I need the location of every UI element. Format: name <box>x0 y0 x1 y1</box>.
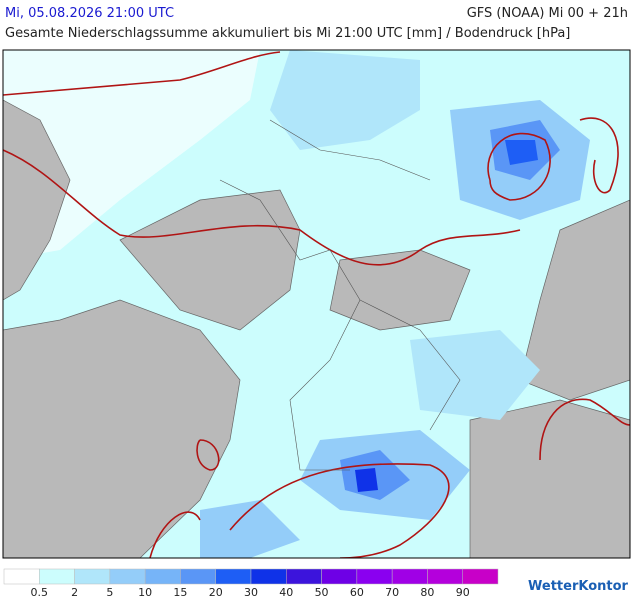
model-run: GFS (NOAA) Mi 00 + 21h <box>466 6 628 21</box>
legend-label: 30 <box>244 586 258 599</box>
legend-label: 70 <box>385 586 399 599</box>
legend-label: 15 <box>173 586 187 599</box>
legend-swatch <box>356 568 393 585</box>
legend-swatch <box>109 568 146 585</box>
map-area <box>3 50 630 558</box>
legend: 0.5 2 5 10 15 20 30 40 50 60 70 80 90 <box>3 568 499 599</box>
legend-swatch <box>391 568 428 585</box>
legend-swatch <box>427 568 463 585</box>
logo: WetterKontor <box>528 579 629 594</box>
legend-swatch <box>74 568 111 585</box>
legend-swatch <box>286 568 322 585</box>
legend-label: 80 <box>420 586 434 599</box>
legend-swatch <box>180 568 216 585</box>
legend-label: 10 <box>138 586 152 599</box>
legend-swatch <box>215 568 252 585</box>
legend-swatch <box>3 568 40 585</box>
legend-swatch <box>321 568 358 585</box>
legend-label: 50 <box>315 586 329 599</box>
legend-label: 2 <box>71 586 78 599</box>
legend-label: 90 <box>456 586 470 599</box>
legend-label: 40 <box>279 586 293 599</box>
legend-swatch <box>39 568 75 585</box>
legend-swatch <box>144 568 181 585</box>
subtitle: Gesamte Niederschlagssumme akkumuliert b… <box>5 26 571 41</box>
legend-swatch <box>250 568 287 585</box>
legend-swatch <box>462 568 499 585</box>
legend-label: 5 <box>106 586 113 599</box>
legend-label: 20 <box>209 586 223 599</box>
legend-label: 60 <box>350 586 364 599</box>
legend-label: 0.5 <box>31 586 49 599</box>
datetime: Mi, 05.08.2026 21:00 UTC <box>5 6 175 21</box>
